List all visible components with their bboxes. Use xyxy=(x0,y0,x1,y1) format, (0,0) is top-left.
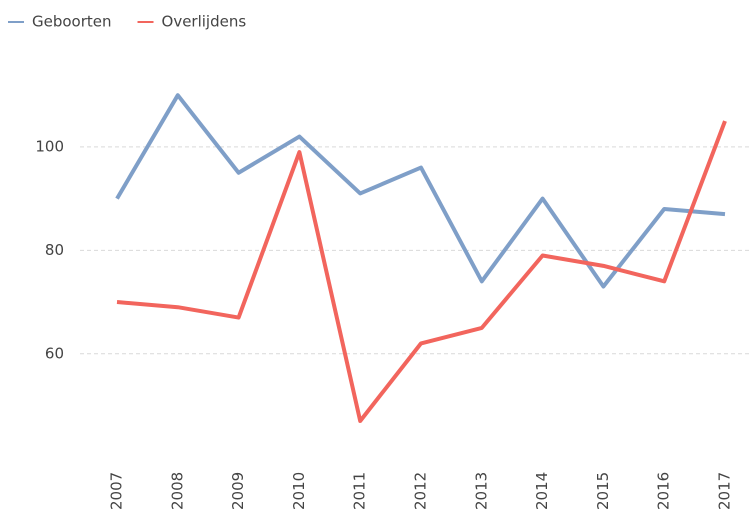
x-tick-label: 2012 xyxy=(412,472,430,510)
x-tick-label: 2008 xyxy=(168,472,186,510)
y-tick-label: 100 xyxy=(35,137,64,155)
x-tick-label: 2009 xyxy=(229,472,247,510)
series-line xyxy=(116,120,727,423)
x-tick-label: 2015 xyxy=(594,472,612,510)
legend-label: Geboorten xyxy=(32,13,112,31)
y-tick-label: 60 xyxy=(45,344,64,362)
x-tick-label: 2013 xyxy=(472,472,490,510)
x-tick-label: 2011 xyxy=(351,472,369,510)
x-tick-label: 2007 xyxy=(108,472,126,510)
x-tick-label: 2016 xyxy=(655,472,673,510)
x-tick-label: 2017 xyxy=(716,472,734,510)
x-tick-label: 2010 xyxy=(290,472,308,510)
x-tick-label: 2014 xyxy=(533,472,551,510)
y-tick-label: 80 xyxy=(45,241,64,259)
legend-label: Overlijdens xyxy=(162,13,247,31)
series-line xyxy=(115,93,726,289)
